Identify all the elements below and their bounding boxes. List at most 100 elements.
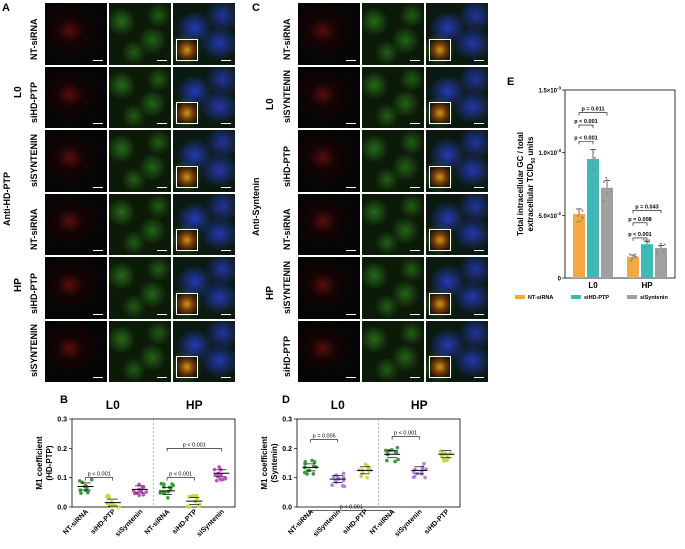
legend-label: NT-siRNA bbox=[528, 295, 553, 301]
x-tick-label: siSyntenin bbox=[114, 508, 144, 538]
chart-b: 0.0 0.1 0.2 0.3 L0 HP M1 coefficient (HD-PTP) NT… bbox=[35, 398, 236, 538]
zoom-inset bbox=[176, 38, 198, 61]
significance-bracket bbox=[632, 222, 648, 226]
legend-swatch bbox=[571, 295, 581, 299]
scale-bar bbox=[93, 123, 103, 124]
data-point bbox=[385, 458, 389, 463]
data-point bbox=[166, 496, 170, 500]
y-axis-label-1: Total intracellular GC / total bbox=[516, 132, 525, 236]
zoom-inset bbox=[429, 38, 451, 61]
scale-bar bbox=[474, 377, 484, 378]
data-point bbox=[394, 450, 399, 454]
row-label-2: siHD-PTP bbox=[282, 143, 292, 189]
y-tick-label: 0.3 bbox=[282, 417, 292, 424]
significance-bracket bbox=[632, 237, 648, 241]
zoom-inset bbox=[429, 102, 451, 124]
data-point bbox=[341, 475, 346, 480]
data-point bbox=[303, 470, 307, 475]
y-tick-label: 0.2 bbox=[57, 446, 67, 453]
merge-channel-image bbox=[425, 129, 489, 193]
replicate-point bbox=[628, 253, 631, 256]
scale-bar bbox=[474, 59, 484, 61]
y-axis-label-1: M1 coefficient bbox=[35, 436, 44, 490]
data-point bbox=[359, 474, 364, 478]
scale-bar bbox=[346, 377, 356, 378]
green-channel-image bbox=[361, 129, 425, 193]
y-tick-label: 5.0×10-2 bbox=[538, 211, 561, 220]
replicate-point bbox=[606, 179, 609, 182]
replicate-point bbox=[656, 250, 659, 253]
scale-bar bbox=[410, 59, 420, 61]
data-point bbox=[141, 492, 146, 497]
data-point bbox=[446, 456, 450, 461]
p-value-annotation: p < 0.001 bbox=[574, 119, 597, 125]
y-tick-label: 0.0 bbox=[57, 505, 67, 512]
data-point bbox=[214, 478, 219, 483]
replicate-point bbox=[631, 257, 634, 260]
panel-letter-d: D bbox=[282, 394, 290, 406]
data-point bbox=[89, 477, 94, 482]
replicate-point bbox=[662, 250, 665, 253]
scale-bar bbox=[474, 186, 484, 188]
panel-letter-e: E bbox=[507, 76, 515, 88]
merge-channel-image bbox=[172, 319, 236, 383]
p-value-annotation: p < 0.001 bbox=[183, 442, 206, 448]
data-point bbox=[367, 465, 372, 470]
merge-channel-image bbox=[425, 192, 489, 256]
data-point bbox=[137, 493, 142, 498]
replicate-point bbox=[593, 156, 596, 159]
x-tick-label: NT-siRNA bbox=[62, 508, 90, 536]
scale-bar bbox=[157, 186, 167, 188]
merge-channel-image bbox=[425, 2, 489, 66]
data-point bbox=[330, 483, 334, 487]
data-point bbox=[144, 490, 149, 494]
data-point bbox=[314, 465, 318, 469]
x-tick-label: siSyntenin bbox=[394, 508, 424, 538]
data-point bbox=[395, 445, 400, 450]
red-channel-image bbox=[297, 65, 361, 129]
row-label-4: siHD-PTP bbox=[29, 270, 39, 316]
data-point bbox=[86, 489, 90, 494]
merge-channel-image bbox=[172, 2, 236, 66]
data-point bbox=[396, 457, 400, 462]
merge-channel-image bbox=[425, 319, 489, 383]
data-point bbox=[77, 479, 82, 483]
scale-bar bbox=[157, 313, 167, 315]
y-tick-label: 0 bbox=[558, 277, 562, 283]
bar bbox=[641, 244, 653, 278]
row-label-1: siSYNTENIN bbox=[282, 67, 292, 125]
replicate-point bbox=[658, 244, 661, 247]
bar bbox=[573, 214, 585, 278]
y-tick-label: 0.3 bbox=[57, 417, 67, 424]
row-label-4: siSYNTENIN bbox=[282, 258, 292, 316]
replicate-point bbox=[643, 246, 646, 249]
scale-bar bbox=[93, 250, 103, 251]
y-tick-label: 0.2 bbox=[282, 446, 292, 453]
scale-bar bbox=[346, 123, 356, 124]
panel-a-group-l0: L0 bbox=[13, 86, 24, 98]
panel-letter-a: A bbox=[2, 2, 10, 14]
scale-bar bbox=[93, 186, 103, 188]
data-point bbox=[303, 462, 307, 466]
y-axis-label-1: M1 coefficient bbox=[260, 436, 269, 490]
red-channel-image bbox=[44, 129, 108, 193]
y-axis-label-2: (HD-PTP) bbox=[45, 445, 54, 480]
replicate-point bbox=[647, 241, 650, 244]
data-point bbox=[310, 458, 314, 463]
p-value-annotation: p < 0.001 bbox=[169, 472, 192, 478]
significance-bracket bbox=[391, 436, 420, 440]
data-point bbox=[333, 478, 338, 483]
row-label-0: NT-siRNA bbox=[282, 15, 292, 62]
scale-bar bbox=[221, 377, 231, 378]
group-title-l0: L0 bbox=[331, 398, 345, 412]
data-point bbox=[158, 491, 162, 495]
p-value-annotation: p = 0.043 bbox=[635, 204, 658, 210]
data-point bbox=[306, 468, 311, 473]
p-value-annotation: p = 0.008 bbox=[628, 217, 651, 223]
data-point bbox=[441, 459, 446, 463]
legend-label: siHD-PTP bbox=[584, 295, 609, 301]
x-tick-label: siHD-PTP bbox=[90, 508, 118, 536]
panel-letter-c: C bbox=[252, 2, 260, 14]
scale-bar bbox=[346, 313, 356, 315]
merge-channel-image bbox=[172, 192, 236, 256]
